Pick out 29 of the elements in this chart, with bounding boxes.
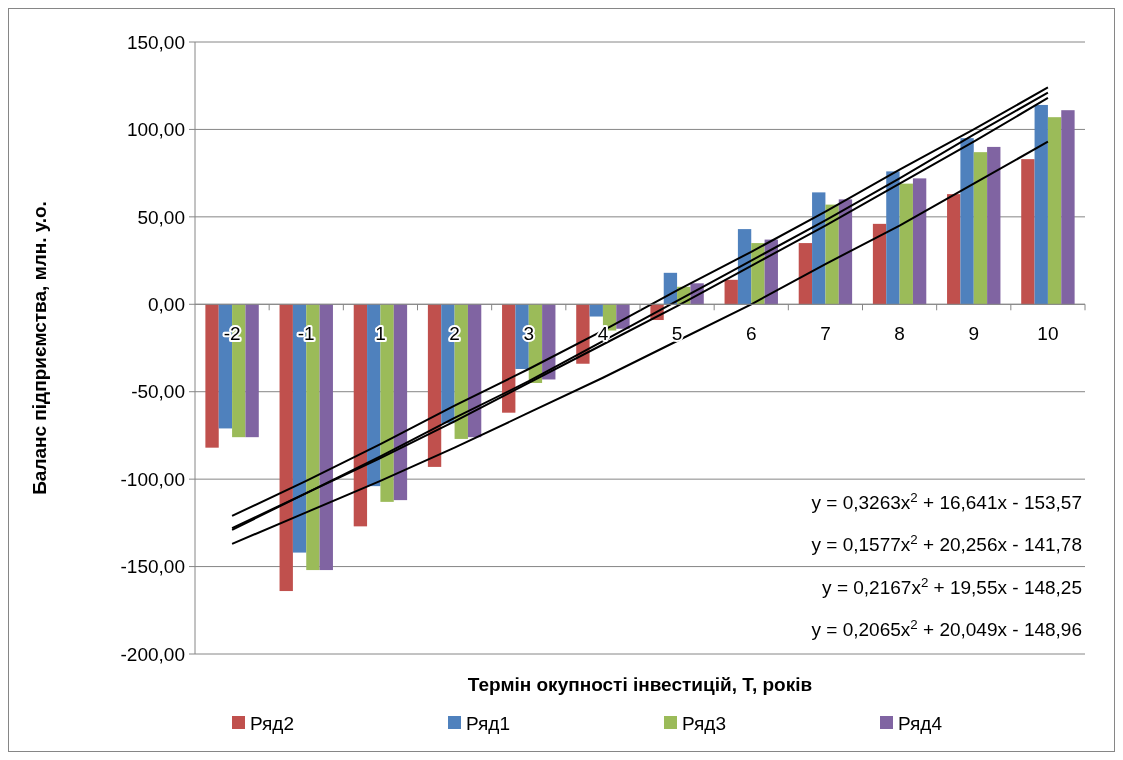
y-tick-label: -50,00 (131, 381, 185, 403)
x-tick-label: 3 (523, 323, 535, 345)
x-tick-label: 9 (968, 323, 980, 345)
y-tick-label: -150,00 (120, 556, 185, 578)
x-tick-label: -1 (297, 323, 315, 345)
x-tick-label: 2 (449, 323, 460, 345)
y-tick-label: -100,00 (120, 468, 185, 490)
x-tick-label: 8 (894, 323, 905, 345)
x-tick-label: 10 (1037, 323, 1059, 345)
y-axis-title: Баланс підприємства, млн. у.о. (29, 201, 50, 495)
legend-label: Ряд3 (682, 712, 726, 734)
y-tick-label: -200,00 (120, 643, 185, 665)
y-tick-label: 0,00 (148, 293, 185, 315)
annotation: y = 0,2167x$^{2}$ + 19,55x - 148,25 (822, 574, 1082, 598)
annotation: y = 0,3263x$^{2}$ + 16,641x - 153,57 (811, 489, 1082, 513)
legend-label: Ряд2 (250, 712, 294, 734)
y-tick-label: 100,00 (126, 119, 185, 141)
x-axis-title: Термін окупності інвестицій, Т, років (467, 674, 813, 695)
x-tick-label: 7 (820, 323, 831, 345)
x-tick-label: 1 (375, 323, 386, 345)
legend-label: Ряд1 (466, 712, 510, 734)
annotation: y = 0,2065x$^{2}$ + 20,049x - 148,96 (811, 616, 1082, 640)
legend-label: Ряд4 (898, 712, 943, 734)
annotation: y = 0,1577x$^{2}$ + 20,256x - 141,78 (811, 531, 1082, 555)
x-tick-label: 6 (745, 323, 757, 345)
y-tick-label: 50,00 (137, 206, 185, 228)
x-tick-label: -2 (223, 323, 241, 345)
x-tick-label: 5 (671, 323, 683, 345)
y-tick-label: 150,00 (126, 31, 185, 53)
